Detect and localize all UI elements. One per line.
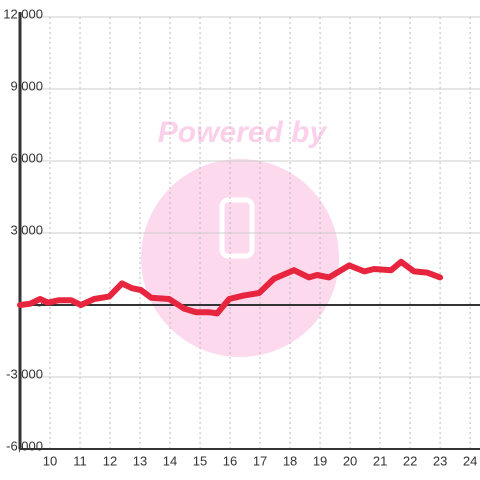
y-tick-label: 6,000	[10, 150, 43, 165]
x-tick-label: 13	[133, 453, 147, 468]
data-line	[17, 258, 444, 317]
y-tick-label: 12,000	[3, 6, 43, 21]
y-tick-label: -6,000	[6, 438, 43, 453]
x-tick-label: 17	[253, 453, 267, 468]
y-tick-label: -3,000	[6, 366, 43, 381]
x-tick-label: 16	[223, 453, 237, 468]
x-tick-label: 18	[283, 453, 297, 468]
x-tick-label: 11	[73, 453, 87, 468]
x-tick-label: 10	[43, 453, 57, 468]
y-tick-label: 3,000	[10, 222, 43, 237]
x-tick-label: 20	[343, 453, 357, 468]
x-tick-label: 19	[313, 453, 327, 468]
watermark-text: Powered by	[158, 116, 328, 149]
x-tick-label: 21	[373, 453, 387, 468]
y-tick-label: 9,000	[10, 78, 43, 93]
x-tick-label: 14	[163, 453, 177, 468]
x-tick-label: 12	[103, 453, 117, 468]
watermark-icon	[219, 197, 255, 259]
x-tick-label: 23	[433, 453, 447, 468]
x-tick-label: 15	[193, 453, 207, 468]
x-tick-label: 22	[403, 453, 417, 468]
x-tick-label: 24	[463, 453, 477, 468]
watermark	[141, 159, 339, 357]
